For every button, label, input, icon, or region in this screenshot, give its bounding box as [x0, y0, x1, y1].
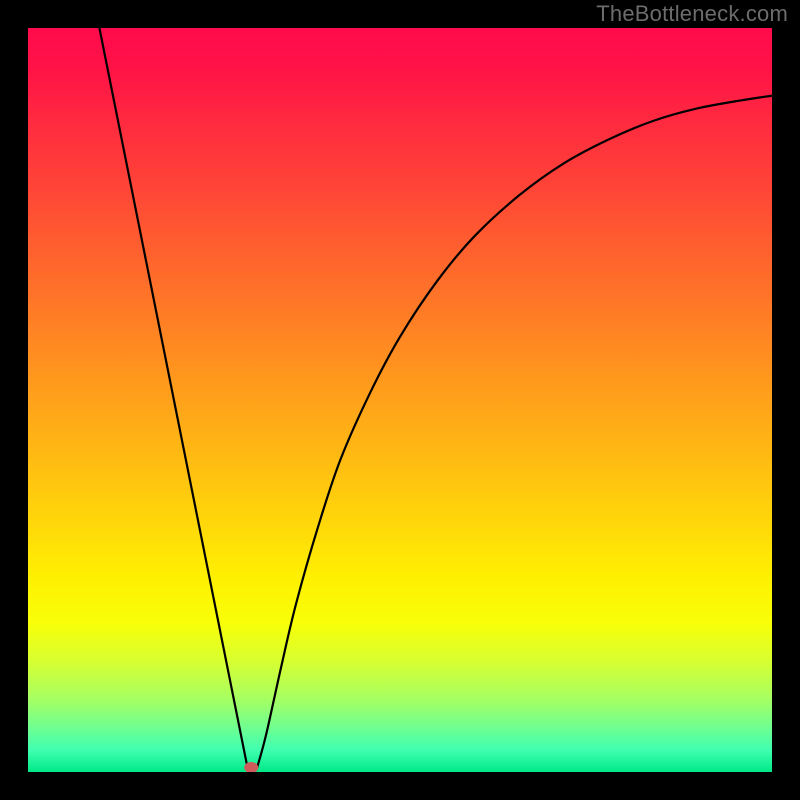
plot-area [28, 28, 772, 772]
chart-root: TheBottleneck.com [0, 0, 800, 800]
gradient-background [28, 28, 772, 772]
watermark-text: TheBottleneck.com [596, 1, 788, 27]
chart-svg [28, 28, 772, 772]
